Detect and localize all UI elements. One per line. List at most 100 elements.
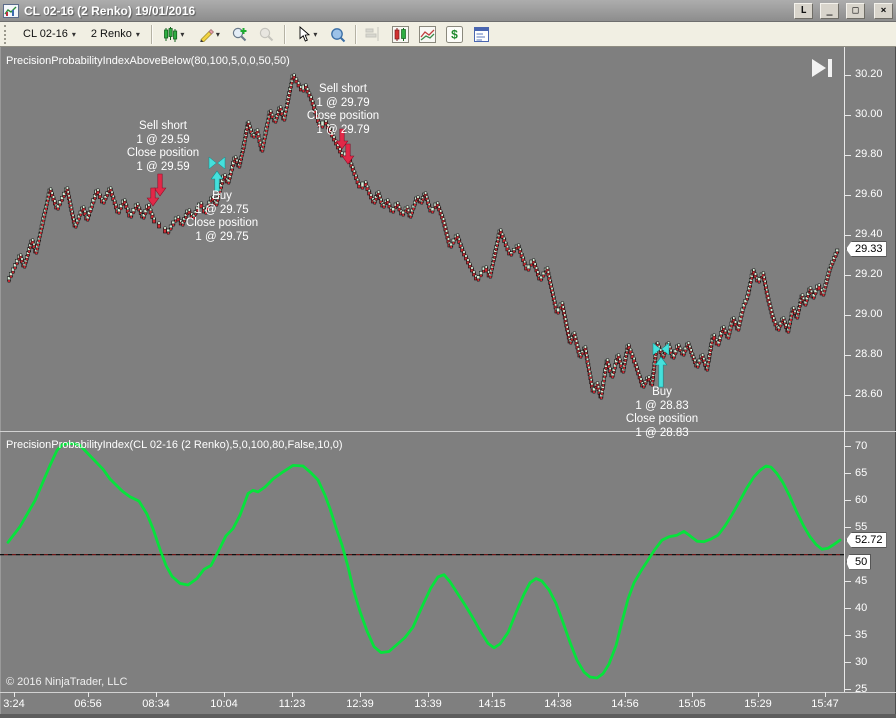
axis-tick-label: 28.80 bbox=[855, 348, 883, 360]
axis-tick bbox=[844, 446, 851, 447]
title-bar[interactable]: CL 02-16 (2 Renko) 19/01/2016 L _ □ × bbox=[0, 0, 896, 22]
axis-tick bbox=[844, 527, 851, 529]
indicator-value-tag: 52.72 bbox=[846, 531, 887, 548]
axis-tick bbox=[844, 354, 851, 356]
axis-tick-label: 40 bbox=[855, 601, 868, 614]
chart-window-icon bbox=[3, 3, 19, 18]
cursor-button[interactable]: ▾ bbox=[291, 24, 323, 45]
axis-tick bbox=[844, 394, 851, 396]
copyright-text: © 2016 NinjaTrader, LLC bbox=[6, 676, 128, 688]
axis-tick bbox=[844, 689, 851, 691]
indicator-panel[interactable] bbox=[0, 432, 844, 692]
go-to-end-icon[interactable] bbox=[810, 57, 838, 81]
chevron-down-icon: ▾ bbox=[135, 29, 140, 39]
cursor-icon bbox=[299, 26, 311, 42]
instrument-dropdown[interactable]: CL 02-16 ▾ bbox=[17, 25, 82, 43]
time-label: 12:39 bbox=[346, 698, 374, 710]
svg-text:$: $ bbox=[452, 27, 459, 41]
drawing-tools-button[interactable]: ▾ bbox=[193, 24, 225, 45]
axis-tick bbox=[844, 635, 851, 637]
axis-tick-label: 45 bbox=[855, 574, 868, 587]
axis-tick bbox=[844, 194, 851, 196]
market-analyzer-icon bbox=[392, 25, 410, 43]
time-tick bbox=[360, 692, 361, 697]
period-label: 2 Renko bbox=[90, 28, 132, 40]
toolbar-separator bbox=[283, 24, 286, 44]
axis-tick-label: 25 bbox=[855, 682, 868, 695]
axis-tick-label: 70 bbox=[855, 439, 868, 452]
zoom-in-icon bbox=[233, 27, 247, 41]
time-label: 13:39 bbox=[414, 698, 442, 710]
chart-types-icon bbox=[419, 25, 437, 43]
time-tick bbox=[825, 692, 826, 697]
time-tick bbox=[224, 692, 225, 697]
price-axis-line bbox=[844, 47, 845, 692]
properties-button[interactable] bbox=[470, 24, 494, 45]
data-box-button[interactable] bbox=[326, 24, 350, 45]
axis-tick-label: 30.00 bbox=[855, 108, 883, 120]
close-button[interactable]: × bbox=[874, 2, 893, 19]
chevron-down-icon: ▾ bbox=[180, 29, 185, 39]
time-axis-divider bbox=[0, 692, 896, 693]
time-label: 15:05 bbox=[678, 698, 706, 710]
panel-divider[interactable] bbox=[0, 431, 896, 432]
axis-tick bbox=[844, 74, 851, 76]
axis-tick bbox=[844, 473, 851, 475]
trade-annotation: Buy 1 @ 28.83 Close position 1 @ 28.83 bbox=[625, 386, 699, 439]
window-title: CL 02-16 (2 Renko) 19/01/2016 bbox=[24, 3, 196, 18]
time-tick bbox=[492, 692, 493, 697]
time-tick bbox=[625, 692, 626, 697]
time-label: 14:38 bbox=[544, 698, 572, 710]
time-label: 14:56 bbox=[611, 698, 639, 710]
axis-tick bbox=[844, 314, 851, 316]
time-tick bbox=[292, 692, 293, 697]
account-dollar-button[interactable]: $ bbox=[443, 24, 467, 45]
chevron-down-icon: ▾ bbox=[215, 29, 220, 39]
axis-tick bbox=[844, 154, 851, 156]
time-label: 08:34 bbox=[142, 698, 170, 710]
axis-tick-label: 60 bbox=[855, 493, 868, 506]
chevron-down-icon: ▾ bbox=[71, 29, 76, 39]
toolbar-grip[interactable] bbox=[4, 24, 11, 44]
axis-tick bbox=[844, 500, 851, 502]
period-dropdown[interactable]: 2 Renko ▾ bbox=[85, 25, 146, 43]
axis-tick bbox=[844, 234, 851, 236]
dollar-icon: $ bbox=[446, 25, 464, 43]
trade-annotation: Sell short 1 @ 29.79 Close position 1 @ 29.… bbox=[306, 83, 380, 136]
axis-tick-label: 65 bbox=[855, 466, 868, 479]
data-box-icon bbox=[331, 27, 346, 42]
time-tick bbox=[758, 692, 759, 697]
time-label: 10:04 bbox=[210, 698, 238, 710]
link-button[interactable]: L bbox=[794, 2, 813, 19]
zoom-out-icon bbox=[260, 27, 274, 41]
zoom-in-button[interactable] bbox=[228, 24, 252, 45]
axis-tick-label: 30 bbox=[855, 655, 868, 668]
maximize-button[interactable]: □ bbox=[846, 2, 865, 19]
time-label: 15:29 bbox=[744, 698, 772, 710]
time-tick bbox=[692, 692, 693, 697]
axis-tick-label: 29.20 bbox=[855, 268, 883, 280]
axis-tick-label: 35 bbox=[855, 628, 868, 641]
toolbar-separator bbox=[354, 24, 357, 44]
zoom-out-button[interactable] bbox=[255, 24, 279, 45]
time-tick bbox=[14, 692, 15, 697]
trade-annotation: Sell short 1 @ 29.59 Close position 1 @ 29.… bbox=[126, 120, 200, 173]
time-label: 14:15 bbox=[478, 698, 506, 710]
axis-tick-label: 55 bbox=[855, 520, 868, 533]
axis-tick-label: 29.40 bbox=[855, 228, 883, 240]
chart-style-icon bbox=[164, 26, 178, 42]
time-tick bbox=[428, 692, 429, 697]
chart-style-button[interactable]: ▾ bbox=[158, 24, 190, 45]
price-panel[interactable] bbox=[0, 47, 844, 432]
last-price-tag: 29.33 bbox=[846, 241, 887, 257]
time-label: 15:47 bbox=[811, 698, 839, 710]
market-analyzer-button[interactable] bbox=[389, 24, 413, 45]
minimize-button[interactable]: _ bbox=[820, 2, 839, 19]
axis-tick-label: 29.60 bbox=[855, 188, 883, 200]
price-panel-label: PrecisionProbabilityIndexAboveBelow(80,1… bbox=[6, 55, 290, 67]
toolbar-separator bbox=[150, 24, 153, 44]
chart-trader-button[interactable] bbox=[362, 24, 386, 45]
chart-types-button[interactable] bbox=[416, 24, 440, 45]
axis-tick-label: 30.20 bbox=[855, 68, 883, 80]
